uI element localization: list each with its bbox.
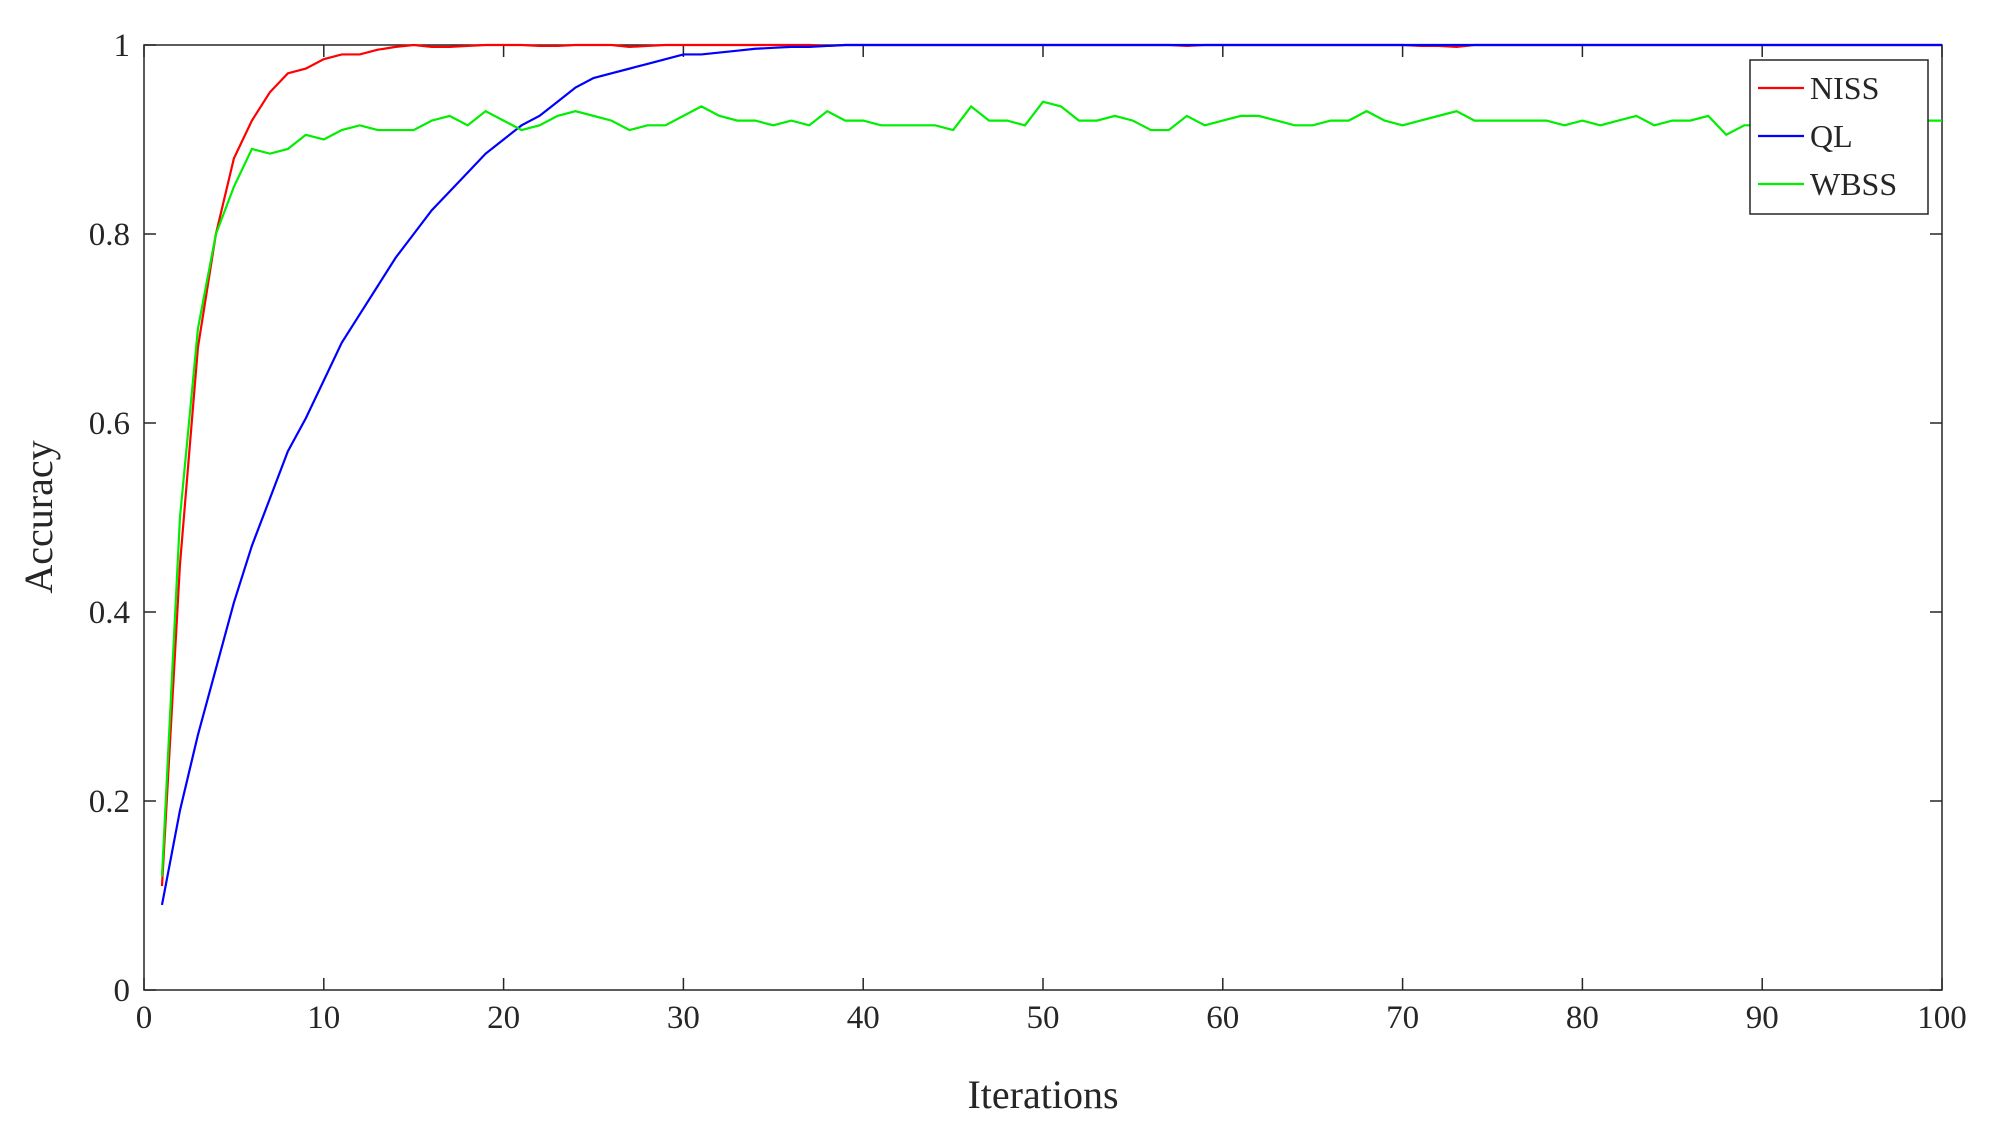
y-tick-label: 1 [114, 28, 131, 64]
x-tick-label: 30 [667, 1000, 700, 1036]
x-tick-label: 0 [136, 1000, 153, 1036]
x-tick-label: 60 [1206, 1000, 1239, 1036]
x-tick-label: 100 [1917, 1000, 1967, 1036]
x-tick-label: 90 [1746, 1000, 1779, 1036]
series-line [160, 43, 1942, 906]
series-line [160, 100, 1942, 877]
x-tick-label: 50 [1027, 1000, 1060, 1036]
y-tick-label: 0.8 [89, 217, 130, 253]
legend-label: NISS [1810, 70, 1879, 106]
y-tick-label: 0.2 [89, 784, 130, 820]
x-tick-label: 20 [487, 1000, 520, 1036]
x-tick-label: 70 [1386, 1000, 1419, 1036]
x-axis-label: Iterations [967, 1072, 1118, 1117]
x-tick-label: 40 [847, 1000, 880, 1036]
y-axis-label: Accuracy [16, 440, 61, 593]
y-tick-label: 0 [114, 973, 131, 1009]
x-tick-label: 80 [1566, 1000, 1599, 1036]
y-tick-label: 0.4 [89, 595, 130, 631]
legend-label: WBSS [1810, 166, 1897, 202]
y-tick-label: 0.6 [89, 406, 130, 442]
x-tick-label: 10 [307, 1000, 340, 1036]
legend-label: QL [1810, 118, 1853, 154]
